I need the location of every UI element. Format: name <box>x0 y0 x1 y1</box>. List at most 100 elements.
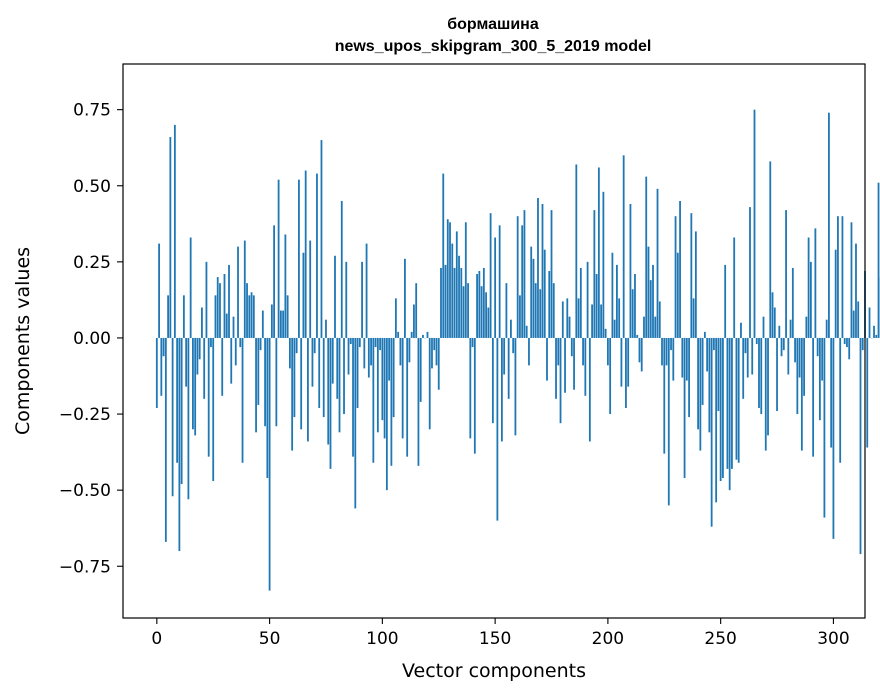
bar-component-6 <box>169 137 172 338</box>
y-tick-label: 0.25 <box>73 253 111 273</box>
y-tick-label: 0.75 <box>73 101 111 121</box>
x-tick-label: 300 <box>817 629 849 649</box>
bar-component-61 <box>293 337 296 418</box>
bar-component-288 <box>805 316 808 338</box>
bar-component-89 <box>356 337 359 408</box>
bar-component-145 <box>482 267 485 338</box>
bar-component-231 <box>676 252 679 338</box>
bar-component-137 <box>464 222 467 338</box>
bar-component-229 <box>672 337 675 381</box>
bar-component-184 <box>570 337 573 357</box>
bar-component-42 <box>250 292 253 338</box>
bar-component-62 <box>295 337 298 354</box>
bar-component-188 <box>579 267 582 338</box>
bar-component-66 <box>304 170 307 338</box>
y-tick-label: 0.50 <box>73 177 111 197</box>
bar-component-279 <box>785 210 787 338</box>
bar-component-254 <box>728 337 731 491</box>
bar-component-189 <box>582 337 584 366</box>
bar-component-316 <box>868 307 871 338</box>
bar-component-169 <box>537 197 539 338</box>
bar-component-246 <box>710 337 713 527</box>
bar-component-34 <box>232 316 235 338</box>
bar-component-114 <box>413 304 415 338</box>
bar-component-285 <box>798 337 801 378</box>
bar-component-161 <box>519 295 521 338</box>
bar-component-171 <box>541 204 544 338</box>
bar-component-182 <box>566 298 569 338</box>
bar-component-209 <box>627 337 630 387</box>
bar-component-64 <box>300 337 303 430</box>
bar-component-5 <box>167 295 169 338</box>
bar-component-242 <box>701 337 704 405</box>
bar-component-117 <box>419 337 422 402</box>
bar-component-77 <box>329 337 332 469</box>
bar-component-80 <box>336 337 339 399</box>
bar-component-304 <box>841 216 844 338</box>
bar-component-306 <box>846 337 848 348</box>
bar-component-230 <box>674 216 677 338</box>
bar-component-115 <box>415 283 418 338</box>
bar-component-151 <box>496 337 499 521</box>
bar-component-147 <box>487 307 490 338</box>
bar-component-311 <box>857 301 860 338</box>
bar-component-146 <box>485 292 487 338</box>
bar-component-303 <box>839 337 842 463</box>
bar-component-35 <box>234 337 237 366</box>
bar-component-208 <box>625 337 627 408</box>
bar-component-205 <box>618 298 621 338</box>
bar-component-283 <box>794 337 796 363</box>
y-tick-label: 0.00 <box>73 329 111 349</box>
bar-component-51 <box>270 304 273 338</box>
x-tick-label: 250 <box>704 629 736 649</box>
bar-component-7 <box>171 337 174 497</box>
bar-component-52 <box>273 225 275 338</box>
bar-component-30 <box>223 274 226 338</box>
bar-component-95 <box>370 337 372 366</box>
bar-component-99 <box>379 337 381 351</box>
bar-component-53 <box>275 337 278 427</box>
bar-component-100 <box>381 337 384 421</box>
x-axis: 0 50 100 150 200 250 300 <box>151 618 850 649</box>
bar-component-307 <box>848 337 851 360</box>
bar-component-9 <box>176 337 179 463</box>
bar-component-204 <box>616 264 618 338</box>
bar-component-160 <box>516 216 519 338</box>
bar-component-239 <box>694 231 697 338</box>
bar-component-173 <box>546 337 548 381</box>
bar-component-158 <box>512 337 515 354</box>
bar-component-72 <box>318 337 321 408</box>
bar-component-74 <box>322 337 325 418</box>
bar-component-294 <box>818 337 821 421</box>
bar-component-46 <box>259 337 262 351</box>
bar-component-266 <box>755 337 758 345</box>
bar-component-121 <box>428 337 431 430</box>
bar-component-267 <box>758 337 760 408</box>
bar-component-49 <box>266 337 269 478</box>
bar-component-159 <box>514 337 517 436</box>
bar-component-264 <box>751 337 754 375</box>
bar-component-259 <box>740 322 742 338</box>
bar-component-238 <box>692 298 695 338</box>
bar-component-270 <box>764 337 767 451</box>
bar-component-164 <box>525 325 528 338</box>
bar-component-318 <box>873 325 875 338</box>
bar-component-138 <box>467 283 469 338</box>
bar-component-197 <box>600 304 603 338</box>
bar-component-118 <box>422 334 424 338</box>
bar-component-305 <box>843 337 846 345</box>
x-tick-label: 200 <box>592 629 624 649</box>
bar-component-245 <box>708 337 711 433</box>
bar-component-150 <box>494 237 497 338</box>
bar-component-315 <box>866 337 869 448</box>
bar-component-190 <box>584 337 587 396</box>
bar-component-98 <box>376 337 379 433</box>
bar-component-88 <box>354 337 357 509</box>
bar-component-39 <box>243 240 246 338</box>
bar-component-0 <box>155 337 158 408</box>
bar-component-247 <box>712 337 715 351</box>
bar-component-275 <box>776 337 778 412</box>
bar-component-45 <box>257 337 260 405</box>
bar-component-222 <box>656 188 659 338</box>
bar-component-101 <box>383 337 386 439</box>
